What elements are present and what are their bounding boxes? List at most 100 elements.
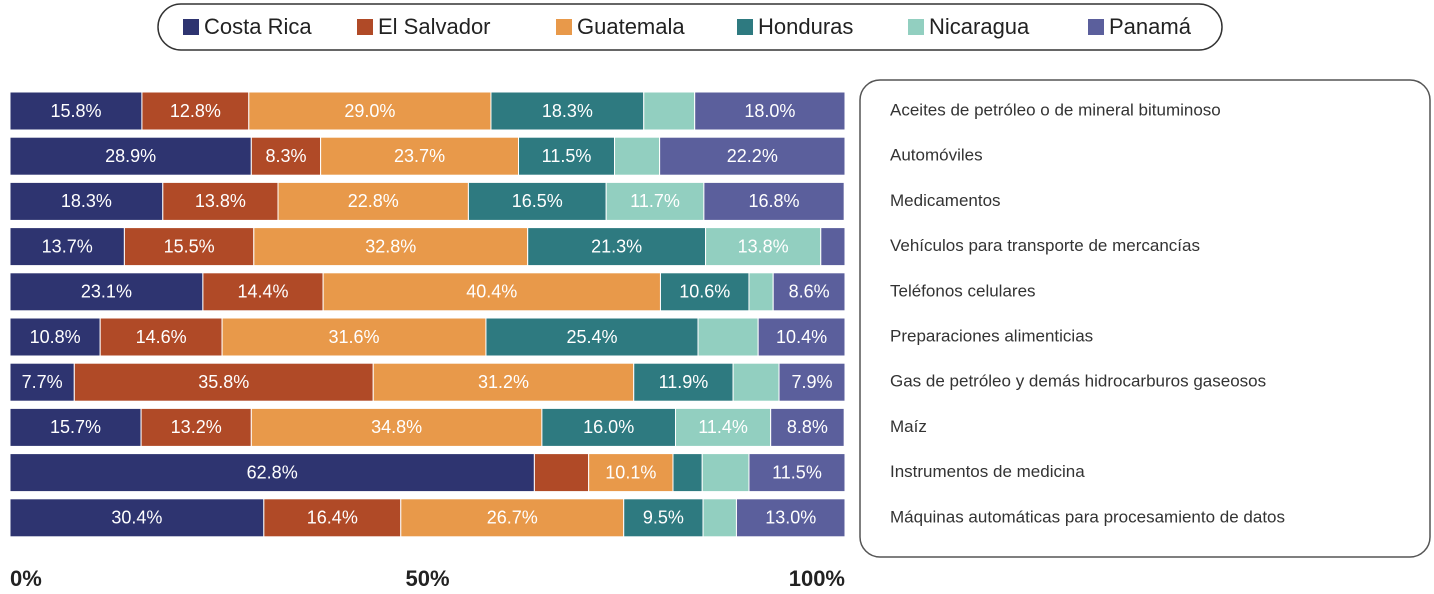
data-label: 14.4%: [237, 282, 288, 302]
data-label: 31.2%: [478, 372, 529, 392]
bar-segment: [320, 136, 520, 176]
x-tick-label: 100%: [789, 566, 845, 591]
data-label: 8.3%: [265, 146, 306, 166]
data-label: 13.8%: [738, 236, 789, 256]
data-label: 21.3%: [591, 236, 642, 256]
bar-segment: [533, 453, 590, 493]
bar-segment: [778, 362, 846, 402]
bar-segment: [263, 498, 402, 538]
data-label: 22.8%: [348, 191, 399, 211]
bar-segment: [400, 498, 625, 538]
data-label: 23.1%: [81, 282, 132, 302]
bar-segment: [250, 136, 322, 176]
bar-segment: [9, 453, 535, 493]
bar-segment: [697, 317, 759, 357]
legend-label: Honduras: [758, 14, 853, 39]
data-label: 30.4%: [111, 508, 162, 528]
legend-label: Costa Rica: [204, 14, 312, 39]
data-label: 11.9%: [659, 372, 709, 392]
data-label: 13.2%: [171, 417, 222, 437]
data-label: 11.4%: [698, 417, 748, 437]
bar-segment: [467, 181, 607, 221]
bar-segment: [703, 181, 845, 221]
bar-segment: [9, 498, 265, 538]
data-label: 10.1%: [605, 462, 656, 482]
legend-swatch: [183, 19, 199, 35]
bar-segment: [674, 407, 772, 447]
bar-segment: [162, 181, 279, 221]
category-label: Preparaciones alimenticias: [890, 326, 1093, 345]
bar-segment: [659, 136, 846, 176]
bar-segment: [820, 227, 846, 267]
data-label: 32.8%: [365, 236, 416, 256]
bar-segment: [588, 453, 674, 493]
bar-segment: [250, 407, 543, 447]
bar-segment: [202, 272, 324, 312]
bar-segment: [123, 227, 255, 267]
data-label: 28.9%: [105, 146, 156, 166]
data-label: 11.5%: [772, 462, 822, 482]
data-label: 40.4%: [466, 282, 517, 302]
data-label: 25.4%: [566, 327, 617, 347]
bar-segment: [748, 453, 846, 493]
bar-segment: [748, 272, 774, 312]
data-label: 23.7%: [394, 146, 445, 166]
data-label: 10.6%: [679, 282, 730, 302]
bar-segment: [9, 181, 164, 221]
category-label: Instrumentos de medicina: [890, 462, 1085, 481]
data-label: 15.7%: [50, 417, 101, 437]
bar-segment: [735, 498, 846, 538]
bar-segment: [605, 181, 705, 221]
bar-segment: [253, 227, 529, 267]
data-label: 16.8%: [749, 191, 800, 211]
data-label: 13.8%: [195, 191, 246, 211]
x-tick-label: 50%: [405, 566, 449, 591]
category-label: Aceites de petróleo o de mineral bitumin…: [890, 100, 1221, 119]
category-label: Gas de petróleo y demás hidrocarburos ga…: [890, 372, 1266, 391]
category-label: Máquinas automáticas para procesamiento …: [890, 507, 1285, 526]
data-label: 18.0%: [744, 101, 795, 121]
category-box: [859, 79, 1431, 558]
data-label: 18.3%: [542, 101, 593, 121]
bar-segment: [672, 453, 703, 493]
data-label: 35.8%: [198, 372, 249, 392]
bar-segment: [702, 498, 737, 538]
legend-swatch: [357, 19, 373, 35]
data-label: 16.0%: [583, 417, 634, 437]
legend-swatch: [737, 19, 753, 35]
bar-segment: [485, 317, 699, 357]
bar-segment: [705, 227, 822, 267]
data-label: 10.8%: [30, 327, 81, 347]
legend-label: El Salvador: [378, 14, 491, 39]
bar-segment: [9, 362, 75, 402]
bar-segment: [701, 453, 750, 493]
x-tick-label: 0%: [10, 566, 42, 591]
bar-segment: [614, 136, 661, 176]
category-label: Automóviles: [890, 146, 983, 165]
bar-segment: [757, 317, 846, 357]
bar-segment: [9, 227, 125, 267]
bar-segment: [772, 272, 846, 312]
data-label: 16.5%: [512, 191, 563, 211]
data-label: 7.7%: [22, 372, 63, 392]
bar-segment: [221, 317, 487, 357]
data-label: 18.3%: [61, 191, 112, 211]
bar-segment: [732, 362, 780, 402]
bar-segment: [633, 362, 734, 402]
bar-segment: [9, 317, 101, 357]
bar-segment: [770, 407, 845, 447]
category-label: Medicamentos: [890, 191, 1001, 210]
data-label: 34.8%: [371, 417, 422, 437]
legend-swatch: [908, 19, 924, 35]
bar-segment: [9, 407, 142, 447]
bar-segment: [527, 227, 707, 267]
data-label: 11.5%: [542, 146, 592, 166]
bar-segment: [694, 91, 846, 131]
category-label: Maíz: [890, 417, 927, 436]
legend-swatch: [1088, 19, 1104, 35]
data-label: 8.6%: [789, 282, 830, 302]
data-label: 9.5%: [643, 508, 684, 528]
data-label: 26.7%: [487, 508, 538, 528]
data-label: 10.4%: [776, 327, 827, 347]
